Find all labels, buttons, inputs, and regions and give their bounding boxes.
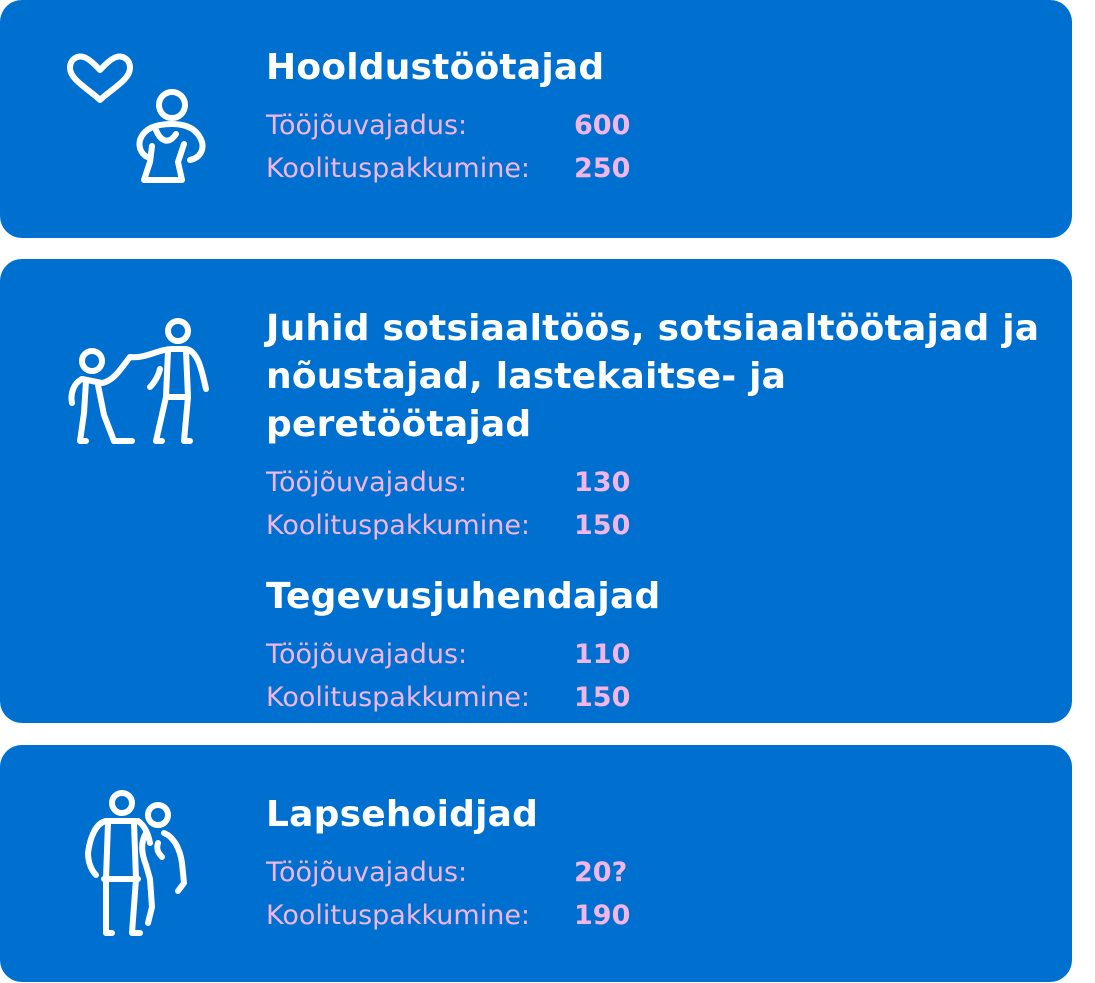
stat-label: Koolituspakkumine: [266,682,531,713]
stat-row-labor-demand: Tööjõuvajadus: 600 [266,104,1042,147]
adult-with-child-icon [60,783,220,943]
card-lapsehoidjad: Lapsehoidjad Tööjõuvajadus: 20? Koolitus… [0,745,1072,982]
stat-value: 20? [574,857,628,888]
stat-value: 150 [574,510,631,541]
stat-row-training-supply: Koolituspakkumine: 190 [266,894,1042,937]
stat-value: 250 [574,153,631,184]
occupation-section: Juhid sotsiaaltöös, sotsiaaltöötajad ja … [266,305,1042,547]
card-content: Hooldustöötajad Tööjõuvajadus: 600 Kooli… [266,44,1042,190]
occupation-title: Lapsehoidjad [266,794,539,835]
stat-label: Koolituspakkumine: [266,153,531,184]
stat-row-training-supply: Koolituspakkumine: 150 [266,676,1042,719]
stat-row-training-supply: Koolituspakkumine: 250 [266,147,1042,190]
occupation-section: Lapsehoidjad Tööjõuvajadus: 20? Koolitus… [266,791,1042,937]
stat-value: 110 [574,639,631,670]
stat-value: 190 [574,900,631,931]
occupation-title: Juhid sotsiaaltöös, sotsiaaltöötajad ja … [266,308,1040,445]
occupation-title: Hooldustöötajad [266,47,605,88]
stat-row-training-supply: Koolituspakkumine: 150 [266,504,1042,547]
stat-value: 150 [574,682,631,713]
occupation-title: Tegevusjuhendajad [266,576,661,617]
card-hooldustootajad: Hooldustöötajad Tööjõuvajadus: 600 Kooli… [0,0,1072,238]
stat-row-labor-demand: Tööjõuvajadus: 20? [266,851,1042,894]
occupation-section: Tegevusjuhendajad Tööjõuvajadus: 110 Koo… [266,573,1042,719]
card-sotsiaaltoo: Juhid sotsiaaltöös, sotsiaaltöötajad ja … [0,259,1072,723]
stat-row-labor-demand: Tööjõuvajadus: 110 [266,633,1042,676]
card-content: Lapsehoidjad Tööjõuvajadus: 20? Koolitus… [266,791,1042,937]
stat-label: Koolituspakkumine: [266,900,531,931]
occupation-section: Hooldustöötajad Tööjõuvajadus: 600 Kooli… [266,44,1042,190]
stat-label: Tööjõuvajadus: [266,639,468,670]
adult-helping-child-icon [60,311,220,471]
stat-value: 130 [574,467,631,498]
stat-label: Tööjõuvajadus: [266,110,468,141]
stat-label: Tööjõuvajadus: [266,857,468,888]
stat-value: 600 [574,110,631,141]
card-content: Juhid sotsiaaltöös, sotsiaaltöötajad ja … [266,305,1042,719]
stat-label: Koolituspakkumine: [266,510,531,541]
stat-row-labor-demand: Tööjõuvajadus: 130 [266,461,1042,504]
heart-person-icon [60,50,220,210]
stat-label: Tööjõuvajadus: [266,467,468,498]
